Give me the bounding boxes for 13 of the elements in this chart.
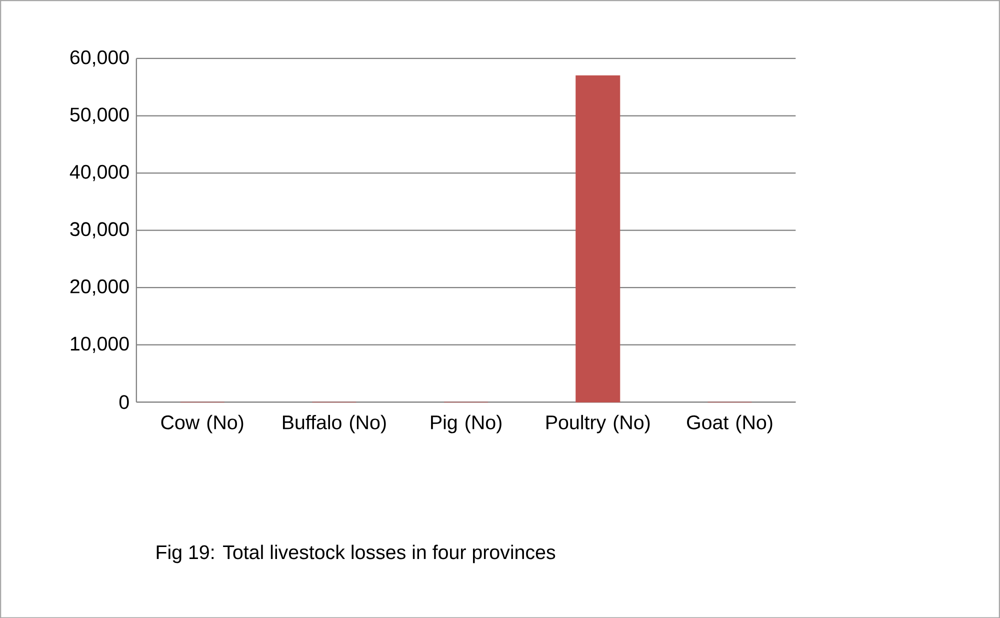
x-tick-label: Pig (No): [431, 414, 502, 434]
y-tick-label: 20,000: [70, 279, 129, 296]
x-tick-label: Buffalo (No): [282, 414, 386, 434]
x-tick-label: Poultry (No): [546, 414, 650, 434]
y-tick-label: 30,000: [70, 222, 129, 238]
text: Fig 19: Total livestock losses in four provinces: [156, 544, 556, 563]
x-tick-label: Cow (No): [161, 414, 244, 434]
x-tick-label: Goat (No): [687, 414, 772, 434]
y-tick-label: 50,000: [70, 107, 129, 124]
y-tick-label: 60,000: [70, 50, 129, 66]
y-tick-label: 40,000: [70, 164, 129, 181]
y-tick-label: 10,000: [70, 336, 129, 353]
y-tick-label: 0: [119, 394, 129, 409]
